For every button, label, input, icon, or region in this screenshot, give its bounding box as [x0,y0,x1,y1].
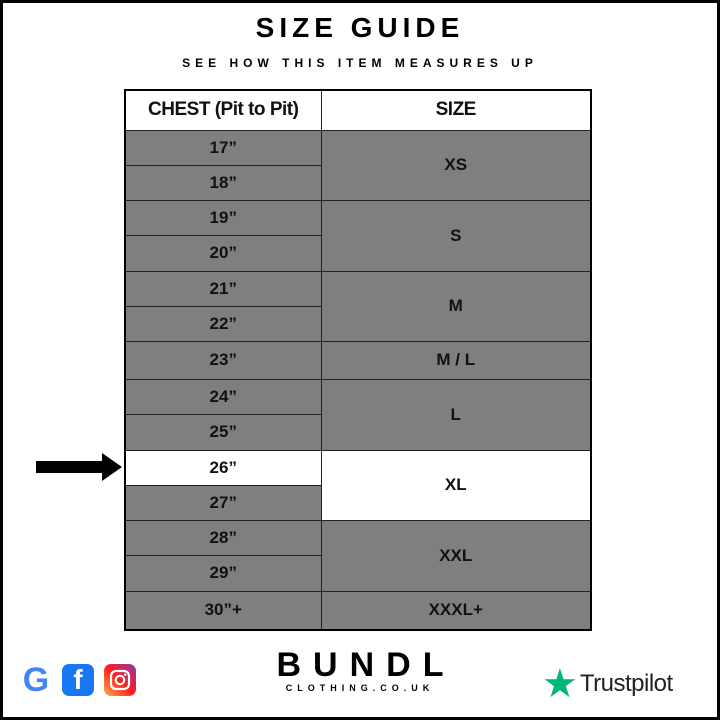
chest-cell: 19” [124,199,322,236]
brand-domain: CLOTHING.CO.UK [285,683,435,693]
chest-cell-highlighted: 26” [124,449,322,486]
size-cell: S [320,199,592,272]
brand-logo: BUNDL CLOTHING.CO.UK [0,647,720,693]
size-cell: M / L [320,340,592,380]
chest-cell: 27” [124,484,322,521]
social-icons: G f [20,660,136,699]
chest-cell: 20” [124,234,322,272]
chest-cell: 28” [124,519,322,556]
trustpilot-star-icon: ★ [542,662,578,706]
chest-cell: 17” [124,129,322,166]
chest-cell: 30”+ [124,590,322,631]
size-cell: L [320,378,592,451]
size-cell-highlighted: XL [320,449,592,521]
facebook-icon[interactable]: f [62,664,94,696]
page-subtitle: SEE HOW THIS ITEM MEASURES UP [182,56,538,70]
size-table: CHEST (Pit to Pit) SIZE 17” XS 18” 19” S 2… [124,89,592,631]
trustpilot-logo[interactable]: ★ Trustpilot [542,664,673,704]
arrow-right-icon [36,453,122,481]
chest-cell: 23” [124,340,322,380]
google-icon[interactable]: G [22,660,50,699]
page-title: SIZE GUIDE [255,12,465,43]
header-size: SIZE [320,89,592,131]
size-cell: XXXL+ [320,590,592,631]
chest-cell: 29” [124,554,322,592]
instagram-icon[interactable] [104,664,136,696]
trustpilot-label: Trustpilot [579,670,673,697]
brand-name: BUNDL [276,646,456,684]
chest-cell: 21” [124,270,322,307]
size-cell: XS [320,129,592,201]
size-cell: XXL [320,519,592,592]
size-cell: M [320,270,592,342]
header-chest: CHEST (Pit to Pit) [124,89,322,131]
chest-cell: 25” [124,413,322,451]
chest-cell: 22” [124,305,322,342]
chest-cell: 24” [124,378,322,415]
chest-cell: 18” [124,164,322,201]
